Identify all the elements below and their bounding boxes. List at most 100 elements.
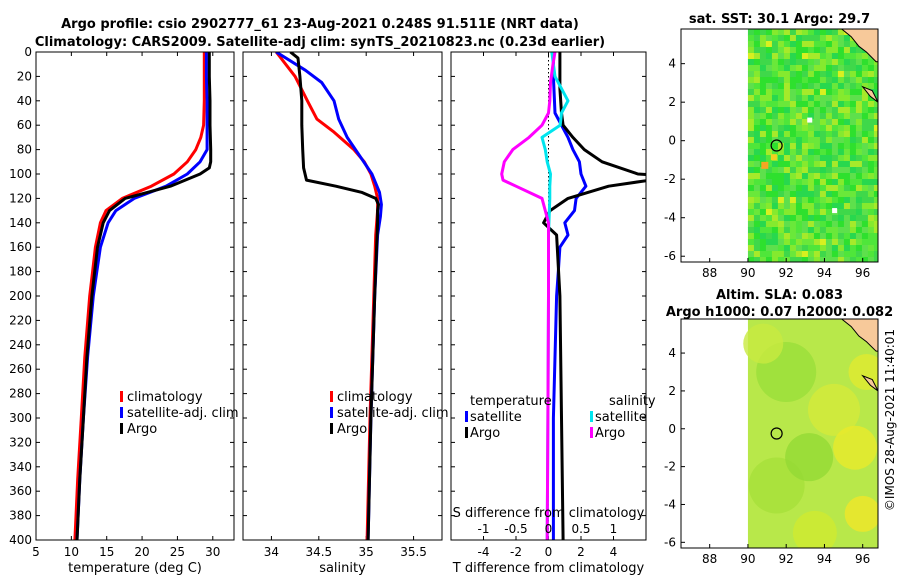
sst-cell <box>789 191 797 198</box>
sst-cell <box>861 227 869 234</box>
sst-cell <box>861 251 869 258</box>
sst-cell <box>771 251 779 258</box>
sst-cell <box>771 239 779 246</box>
sst-cell <box>867 191 875 198</box>
sst-cell <box>813 209 821 216</box>
sst-cell <box>789 203 797 210</box>
sst-cell <box>801 77 809 84</box>
plot-frame <box>242 51 443 541</box>
sst-cell <box>801 239 809 246</box>
x-tick-label: 0 <box>545 545 553 559</box>
sst-cell <box>819 83 827 90</box>
sst-missing-cell <box>832 208 838 214</box>
sst-cell <box>813 107 821 114</box>
sst-cell <box>873 107 878 114</box>
sst-cell <box>819 191 827 198</box>
sst-cell <box>759 233 767 240</box>
sst-cell <box>825 197 833 204</box>
sst-cell <box>843 185 851 192</box>
sst-cell <box>783 59 791 66</box>
sst-cell <box>873 215 878 222</box>
sst-cell <box>807 191 815 198</box>
sst-cell <box>777 137 785 144</box>
land-coastline <box>840 29 878 63</box>
sla-anomaly-patch <box>833 425 878 470</box>
x-tick-label: 15 <box>99 545 114 559</box>
sst-cell <box>873 131 878 138</box>
sst-cell <box>795 89 803 96</box>
sst-cell <box>747 113 755 120</box>
legend-header-salinity: salinity <box>609 394 656 409</box>
y-tick-label: 360 <box>9 484 32 498</box>
sst-cell <box>753 167 761 174</box>
sst-cell <box>789 173 797 180</box>
sst-cell <box>771 71 779 78</box>
sst-cell <box>801 35 809 42</box>
sst-cell <box>771 53 779 60</box>
sst-cell <box>831 251 839 258</box>
sst-cell <box>831 143 839 150</box>
sst-cell <box>825 77 833 84</box>
sst-cell <box>759 143 767 150</box>
sst-cell <box>843 77 851 84</box>
sst-cell <box>753 191 761 198</box>
sst-cell <box>759 71 767 78</box>
sst-cell <box>789 137 797 144</box>
sst-cell <box>831 77 839 84</box>
sst-cell <box>801 113 809 120</box>
sst-cell <box>867 155 875 162</box>
sst-cell <box>771 83 779 90</box>
sst-cell <box>861 107 869 114</box>
sst-cell <box>753 65 761 72</box>
sla-map-panel: 88 90 92 94 96 -6 -4 -2 0 2 4 Altim. SLA: 0.083 Argo… <box>664 288 893 566</box>
y-tick-label: 400 <box>9 533 32 547</box>
x-tick-label: 88 <box>702 266 717 280</box>
sst-cell <box>753 227 761 234</box>
sst-cell <box>807 47 815 54</box>
sst-cell <box>849 161 857 168</box>
sst-cell <box>771 95 779 102</box>
sst-cell <box>861 197 869 204</box>
legend-swatch <box>330 391 333 402</box>
sst-cell <box>765 203 773 210</box>
sst-cell <box>807 167 815 174</box>
sst-cell <box>771 191 779 198</box>
sst-cell <box>819 119 827 126</box>
sst-cell <box>813 77 821 84</box>
x-tick-label: 25 <box>170 545 185 559</box>
sst-cell <box>765 125 773 132</box>
salinity-panel: 34 34.5 35 35.5 salinity climatologysatellite… <box>242 51 449 576</box>
sst-cell <box>843 251 851 258</box>
sst-cell <box>819 113 827 120</box>
sst-cell <box>855 167 863 174</box>
sst-cell <box>759 227 767 234</box>
sst-cell <box>747 47 755 54</box>
sst-cell <box>753 113 761 120</box>
sst-cell <box>789 29 797 36</box>
sst-cell <box>849 53 857 60</box>
sst-cell <box>783 89 791 96</box>
sst-cell <box>855 251 863 258</box>
sst-cell <box>795 215 803 222</box>
sst-cell <box>825 209 833 216</box>
sst-cell <box>813 167 821 174</box>
sst-cell <box>861 95 869 102</box>
sst-cell <box>861 239 869 246</box>
sst-cell <box>867 203 875 210</box>
sst-cell <box>861 59 869 66</box>
sst-cell <box>771 113 779 120</box>
sst-cell <box>825 221 833 228</box>
sst-cell <box>825 149 833 156</box>
sst-cell <box>747 77 755 84</box>
sst-cell <box>867 107 875 114</box>
sst-cell <box>861 209 869 216</box>
sst-cell <box>849 167 857 174</box>
legend-header-temperature: temperature <box>470 394 552 409</box>
sst-cell <box>777 197 785 204</box>
sst-cell <box>837 149 845 156</box>
sst-cell <box>777 245 785 252</box>
sst-cell <box>801 83 809 90</box>
sst-cell <box>873 185 878 192</box>
sst-cell <box>825 143 833 150</box>
sst-cell <box>843 41 851 48</box>
